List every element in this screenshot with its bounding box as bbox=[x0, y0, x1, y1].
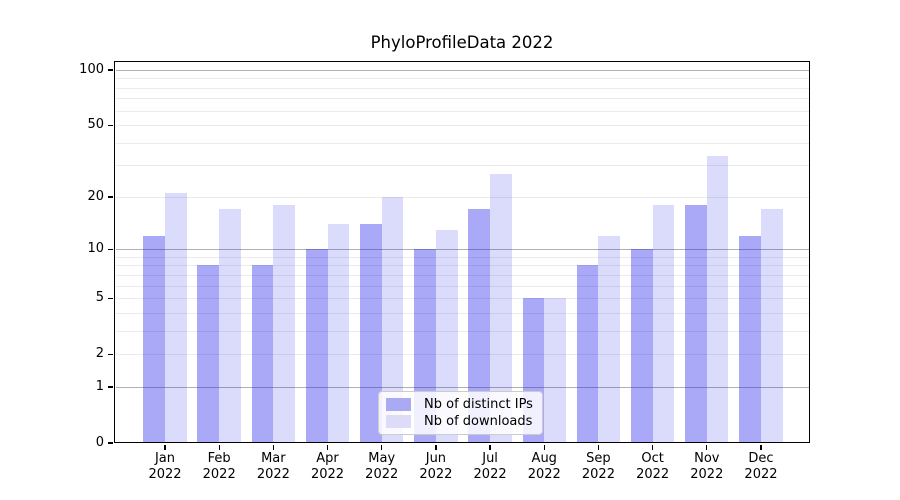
bar-distinct-ips-mar bbox=[251, 265, 274, 442]
bar-downloads-jul bbox=[490, 173, 512, 442]
bar-distinct-ips-jul bbox=[468, 209, 491, 442]
gridline-minor-50 bbox=[115, 125, 809, 127]
gridline-minor-9 bbox=[115, 256, 809, 258]
bar-downloads-oct bbox=[652, 205, 675, 442]
y-tick-label-2: 2 bbox=[95, 346, 104, 362]
y-tick-label-1: 1 bbox=[95, 378, 104, 394]
y-tick-label-20: 20 bbox=[87, 188, 104, 204]
gridline-major-10 bbox=[115, 249, 809, 251]
legend-item-distinct-ips: Nb of distinct IPs bbox=[386, 396, 536, 413]
y-tick-1 bbox=[108, 386, 113, 388]
bar-downloads-dec bbox=[760, 209, 783, 442]
gridline-minor-2 bbox=[115, 354, 809, 356]
bar-downloads-jan bbox=[165, 193, 187, 442]
gridline-minor-7 bbox=[115, 274, 809, 276]
y-tick-label-100: 100 bbox=[79, 61, 104, 77]
bar-distinct-ips-apr bbox=[305, 249, 328, 442]
legend: Nb of distinct IPs Nb of downloads bbox=[378, 391, 543, 435]
gridline-minor-90 bbox=[115, 78, 809, 80]
legend-swatch-downloads bbox=[386, 415, 411, 428]
bar-downloads-apr bbox=[327, 224, 350, 442]
x-tick-oct bbox=[651, 444, 654, 450]
bar-downloads-feb bbox=[219, 209, 241, 442]
bar-downloads-aug bbox=[544, 298, 566, 442]
x-tick-nov bbox=[706, 444, 708, 450]
gridline-minor-3 bbox=[115, 330, 809, 332]
x-tick-apr bbox=[326, 444, 329, 450]
x-tick-feb bbox=[218, 444, 220, 450]
gridline-minor-30 bbox=[115, 165, 809, 167]
plot-area bbox=[114, 61, 810, 443]
gridline-minor-5 bbox=[115, 298, 809, 300]
bar-distinct-ips-feb bbox=[197, 265, 220, 442]
y-tick-label-10: 10 bbox=[87, 241, 104, 257]
y-tick-label-5: 5 bbox=[95, 290, 104, 306]
bar-downloads-jun bbox=[435, 229, 458, 442]
gridline-minor-70 bbox=[115, 98, 809, 100]
y-tick-0 bbox=[108, 442, 113, 444]
x-tick-mar bbox=[272, 444, 274, 450]
y-tick-2 bbox=[108, 353, 113, 355]
bar-distinct-ips-dec bbox=[739, 235, 761, 442]
x-tick-jul bbox=[489, 444, 491, 450]
y-tick-5 bbox=[108, 297, 113, 299]
legend-item-downloads: Nb of downloads bbox=[386, 413, 536, 430]
x-tick-dec bbox=[760, 444, 762, 450]
bar-downloads-nov bbox=[706, 155, 729, 442]
gridline-minor-80 bbox=[115, 87, 809, 89]
x-tick-year-dec: 2022 bbox=[744, 467, 778, 482]
legend-label-downloads: Nb of downloads bbox=[424, 414, 533, 429]
legend-swatch-distinct-ips bbox=[386, 398, 411, 411]
gridline-minor-60 bbox=[115, 110, 809, 112]
x-tick-jun bbox=[435, 444, 437, 450]
gridline-major-100 bbox=[115, 69, 809, 71]
y-tick-20 bbox=[108, 196, 113, 198]
bar-downloads-sep bbox=[598, 235, 621, 442]
y-tick-label-0: 0 bbox=[95, 435, 104, 450]
bar-distinct-ips-nov bbox=[685, 205, 707, 442]
gridline-major-1 bbox=[115, 386, 809, 388]
bar-downloads-may bbox=[381, 196, 404, 442]
x-tick-jan bbox=[164, 444, 166, 450]
bar-distinct-ips-sep bbox=[576, 265, 599, 442]
y-tick-label-50: 50 bbox=[87, 117, 104, 133]
x-tick-may bbox=[381, 444, 383, 450]
y-tick-50 bbox=[108, 124, 113, 126]
x-tick-month-dec: Dec bbox=[748, 451, 774, 466]
plot-inner-canvas bbox=[115, 63, 809, 443]
gridline-minor-20 bbox=[115, 196, 809, 198]
bar-distinct-ips-oct bbox=[630, 249, 653, 442]
bar-distinct-ips-may bbox=[360, 224, 382, 442]
gridline-minor-40 bbox=[115, 142, 809, 144]
bar-distinct-ips-jan bbox=[143, 235, 165, 442]
x-tick-label-dec: Dec 2022 bbox=[726, 451, 796, 483]
chart-title: PhyloProfileData 2022 bbox=[370, 33, 554, 52]
x-tick-aug bbox=[543, 444, 545, 450]
y-tick-10 bbox=[108, 248, 113, 250]
x-tick-sep bbox=[597, 444, 600, 450]
bar-downloads-mar bbox=[273, 205, 296, 442]
gridline-minor-6 bbox=[115, 285, 809, 287]
gridline-minor-8 bbox=[115, 265, 809, 267]
gridline-minor-4 bbox=[115, 312, 809, 314]
legend-label-distinct-ips: Nb of distinct IPs bbox=[424, 397, 533, 412]
y-tick-100 bbox=[108, 69, 113, 71]
